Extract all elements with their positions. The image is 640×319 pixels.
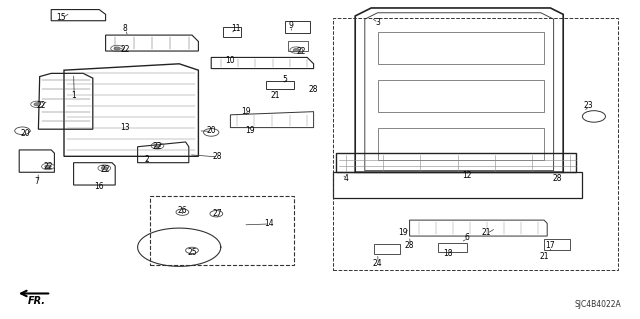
Text: 5: 5: [282, 75, 287, 84]
Text: 21: 21: [271, 91, 280, 100]
Text: 22: 22: [101, 165, 110, 174]
Text: 8: 8: [122, 24, 127, 33]
Text: 6: 6: [465, 233, 470, 242]
Text: 26: 26: [177, 206, 188, 215]
Circle shape: [101, 167, 108, 170]
Circle shape: [114, 47, 120, 50]
Text: 22: 22: [120, 45, 129, 54]
Text: 9: 9: [289, 21, 294, 30]
Bar: [223, 27, 241, 37]
Text: 22: 22: [44, 162, 52, 171]
Circle shape: [154, 144, 161, 147]
Text: 11: 11: [231, 24, 240, 33]
Text: 20: 20: [20, 130, 31, 138]
Text: 13: 13: [120, 123, 130, 132]
Text: 28: 28: [309, 85, 318, 94]
Text: 22: 22: [37, 101, 46, 110]
Text: FR.: FR.: [28, 296, 46, 306]
Bar: [288, 41, 308, 51]
Circle shape: [45, 165, 51, 168]
Bar: [378, 80, 544, 112]
Text: 25: 25: [187, 248, 197, 256]
Text: 28: 28: [552, 174, 561, 183]
Text: 24: 24: [372, 259, 383, 268]
Text: 12: 12: [463, 171, 472, 180]
Text: 16: 16: [94, 182, 104, 191]
Text: 20: 20: [206, 126, 216, 135]
Bar: [378, 32, 544, 64]
Bar: [266, 81, 294, 89]
Bar: [378, 128, 544, 160]
Text: 10: 10: [225, 56, 236, 65]
Text: 28: 28: [405, 241, 414, 250]
Text: 22: 22: [296, 47, 305, 56]
Text: 7: 7: [35, 177, 40, 186]
Text: 27: 27: [212, 209, 223, 218]
Text: 17: 17: [545, 241, 556, 250]
Circle shape: [293, 48, 300, 52]
Text: 19: 19: [244, 126, 255, 135]
Text: 19: 19: [398, 228, 408, 237]
Text: 19: 19: [241, 107, 252, 116]
Circle shape: [34, 103, 40, 106]
Text: 22: 22: [152, 142, 161, 151]
Bar: [544, 239, 570, 250]
Text: 28: 28: [213, 152, 222, 161]
Bar: [150, 196, 294, 265]
Bar: [438, 243, 467, 252]
Text: 4: 4: [343, 174, 348, 183]
Text: 21: 21: [482, 228, 491, 237]
Text: 15: 15: [56, 13, 66, 22]
Text: 1: 1: [71, 91, 76, 100]
Text: 3: 3: [375, 18, 380, 27]
Text: 2: 2: [145, 155, 150, 164]
Text: 21: 21: [540, 252, 548, 261]
Text: 18: 18: [444, 249, 452, 258]
Bar: [333, 18, 618, 270]
Bar: [285, 21, 310, 33]
Text: 23: 23: [584, 101, 594, 110]
Text: 14: 14: [264, 219, 274, 228]
Text: SJC4B4022A: SJC4B4022A: [574, 300, 621, 309]
Bar: [374, 244, 400, 254]
